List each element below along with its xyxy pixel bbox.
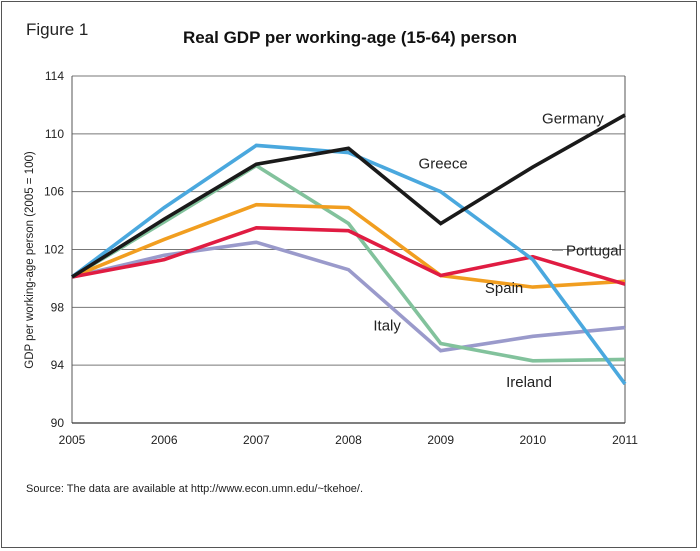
series-label-spain: Spain xyxy=(485,280,523,297)
x-tick-2009: 2009 xyxy=(427,433,454,447)
series-label-greece: Greece xyxy=(419,156,468,173)
series-label-portugal: Portugal xyxy=(566,242,622,259)
y-tick-114: 114 xyxy=(45,69,64,83)
series-line-germany xyxy=(71,113,626,279)
series-label-ireland: Ireland xyxy=(506,374,552,391)
y-axis-label: GDP per working-age person (2005 = 100) xyxy=(24,151,36,369)
series-line-portugal xyxy=(71,225,626,286)
x-tick-2008: 2008 xyxy=(335,433,362,447)
x-tick-2010: 2010 xyxy=(519,433,546,447)
series-line-ireland xyxy=(71,163,626,363)
x-tick-2007: 2007 xyxy=(243,433,270,447)
source-note: Source: The data are available at http:/… xyxy=(26,483,364,495)
y-tick-labels: 90 94 98 102 106 110 114 xyxy=(44,69,64,430)
series-label-germany: Germany xyxy=(542,111,604,128)
series-lines xyxy=(70,113,627,386)
y-tick-98: 98 xyxy=(51,300,65,314)
y-tick-110: 110 xyxy=(45,127,64,141)
y-tick-94: 94 xyxy=(51,358,65,372)
x-tick-2005: 2005 xyxy=(59,433,86,447)
x-tick-2006: 2006 xyxy=(151,433,178,447)
chart-title: Real GDP per working-age (15-64) person xyxy=(182,28,518,47)
y-tick-90: 90 xyxy=(51,416,65,430)
y-tick-102: 102 xyxy=(44,243,64,257)
series-line-spain xyxy=(71,202,626,289)
x-tick-2011: 2011 xyxy=(612,433,638,447)
series-labels: Germany Greece Ireland Spain Portugal Italy xyxy=(373,111,622,391)
series-line-italy xyxy=(71,240,626,353)
series-label-italy: Italy xyxy=(373,317,401,334)
grid-lines xyxy=(71,75,626,424)
series-line-greece xyxy=(70,143,627,386)
x-tick-labels: 2005 2006 2007 2008 2009 2010 2011 xyxy=(59,433,639,447)
figure-label: Figure 1 xyxy=(26,20,89,39)
y-tick-106: 106 xyxy=(44,185,64,199)
